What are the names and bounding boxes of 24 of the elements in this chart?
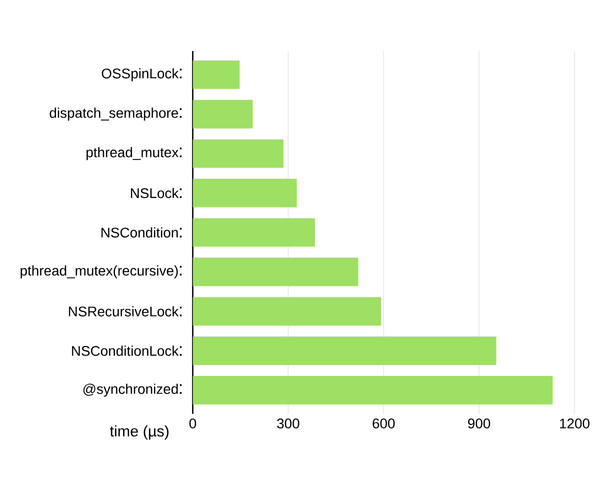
y-tick-label: dispatch_semaphore xyxy=(50,108,178,121)
x-tick-label: 0 xyxy=(189,418,196,428)
y-tick-label: @synchronized xyxy=(83,384,178,397)
bar xyxy=(192,178,297,208)
y-tick-label: OSSpinLock xyxy=(102,68,179,82)
bar xyxy=(192,297,382,326)
y-tick-label: NSCondition xyxy=(102,227,178,238)
bar xyxy=(192,139,284,168)
x-tick-label: 600 xyxy=(372,418,395,428)
x-tick-label: 900 xyxy=(468,418,490,428)
y-tick-label: NSConditionLock xyxy=(72,346,179,356)
y-tick-label: pthread_mutex xyxy=(86,147,178,160)
x-tick-label: 1200 xyxy=(560,418,590,428)
x-tick-label: 300 xyxy=(277,418,300,428)
y-tick-label: NSRecursiveLock xyxy=(68,306,179,316)
bar xyxy=(192,258,358,286)
bar xyxy=(192,218,315,247)
bar xyxy=(192,60,240,89)
bar xyxy=(192,336,496,365)
y-tick-label: NSLock xyxy=(130,188,179,198)
bar xyxy=(192,376,553,404)
y-tick-label: pthread_mutex(recursive) xyxy=(20,265,178,278)
bar xyxy=(192,100,253,128)
x-axis-title: time (µs) xyxy=(110,425,169,440)
